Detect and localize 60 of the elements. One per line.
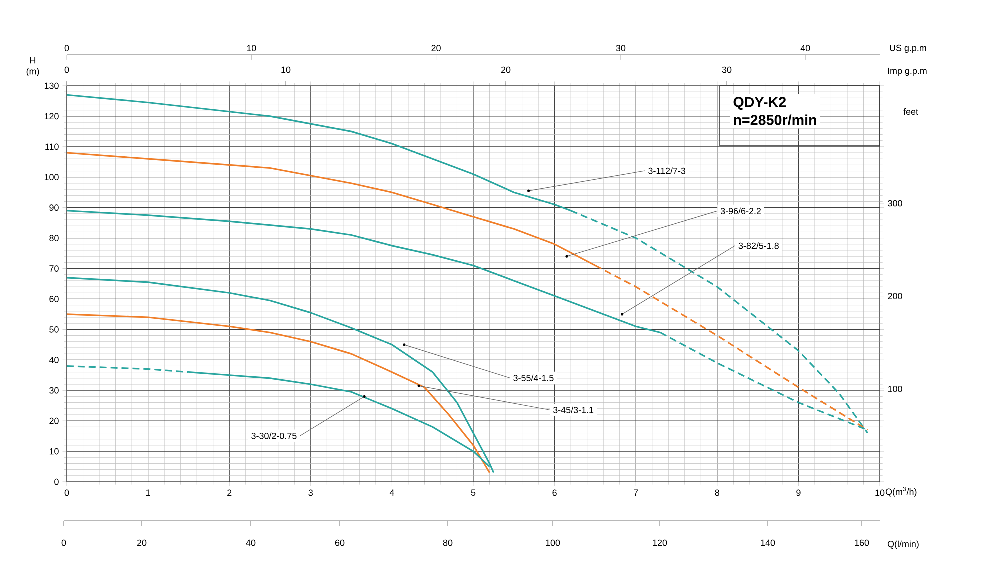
x2-tick-label: 30 (616, 45, 626, 52)
text: Q(l/min) (888, 540, 919, 550)
annotation: 3-55/4-1.5 (514, 374, 554, 382)
text: 120 (653, 540, 668, 546)
y-tick-label: 60 (50, 296, 59, 302)
y-tick-label: 100 (44, 174, 59, 181)
y2-tick-label: 300 (888, 200, 902, 207)
annotation: 3-112/7-3 (648, 168, 686, 174)
y-tick-label: 50 (50, 326, 59, 333)
y2-tick-label: 100 (888, 386, 902, 392)
y-tick-label: 20 (50, 418, 59, 424)
x-tick-label: 3 (308, 490, 314, 496)
y-axis-title: H (m) (26, 57, 40, 76)
annotation: 3-45/3-1.1 (553, 406, 594, 414)
x2-tick-label: 40 (800, 45, 810, 52)
text: 20 (501, 66, 511, 74)
text: 60 (335, 540, 345, 546)
text: 0 (64, 66, 70, 74)
x-tick-label: 2 (228, 490, 232, 496)
x-tick-label: 0 (64, 490, 70, 496)
text: 20 (137, 540, 147, 546)
x-tick-label: 8 (715, 490, 720, 496)
y2-axis-title: feet (904, 108, 918, 116)
x2-axis-title: US g.p.m (890, 44, 926, 54)
x-tick-label: 1 (146, 490, 150, 496)
y-tick-label: 0 (54, 478, 59, 486)
y-tick-label: 10 (50, 448, 59, 455)
y-tick-label: 130 (44, 82, 59, 90)
x-tick-label: 6 (552, 490, 557, 496)
text: 100 (546, 540, 560, 546)
text: 0 (62, 540, 66, 546)
x-tick-label: 4 (390, 490, 394, 496)
y-tick-label: 80 (50, 235, 59, 242)
annotation: 3-96/6-2.2 (720, 208, 762, 214)
text: 160 (855, 540, 870, 546)
x-tick-label: 5 (471, 490, 476, 496)
text: Imp g.p.m (888, 68, 927, 76)
text: 10 (282, 66, 291, 74)
x2-tick-label: 20 (432, 45, 441, 52)
annotation: 3-30/2-0.75 (252, 432, 297, 440)
x-tick-label: 10 (876, 490, 885, 496)
y2-tick-label: 200 (888, 293, 902, 300)
y-tick-label: 110 (46, 144, 59, 150)
text: n=2850r/min (734, 114, 816, 126)
x2-tick-label: 10 (247, 45, 256, 52)
y-tick-label: 70 (50, 266, 59, 272)
x-tick-label: 9 (796, 490, 801, 496)
x-tick-label: 7 (634, 490, 638, 496)
x2-tick-label: 0 (64, 45, 70, 52)
y-tick-label: 120 (44, 113, 59, 120)
text: QDY-K2 (734, 97, 786, 110)
annotation: 3-82/5-1.8 (738, 242, 779, 250)
text: 40 (246, 540, 256, 546)
y-tick-label: 90 (50, 204, 59, 212)
text: 140 (761, 540, 776, 546)
y-tick-label: 30 (50, 387, 59, 394)
x-axis-title: Q(m$^{3}$/h) (886, 487, 917, 497)
text: 80 (443, 540, 453, 546)
text: 30 (722, 66, 732, 74)
y-tick-label: 40 (49, 356, 59, 364)
